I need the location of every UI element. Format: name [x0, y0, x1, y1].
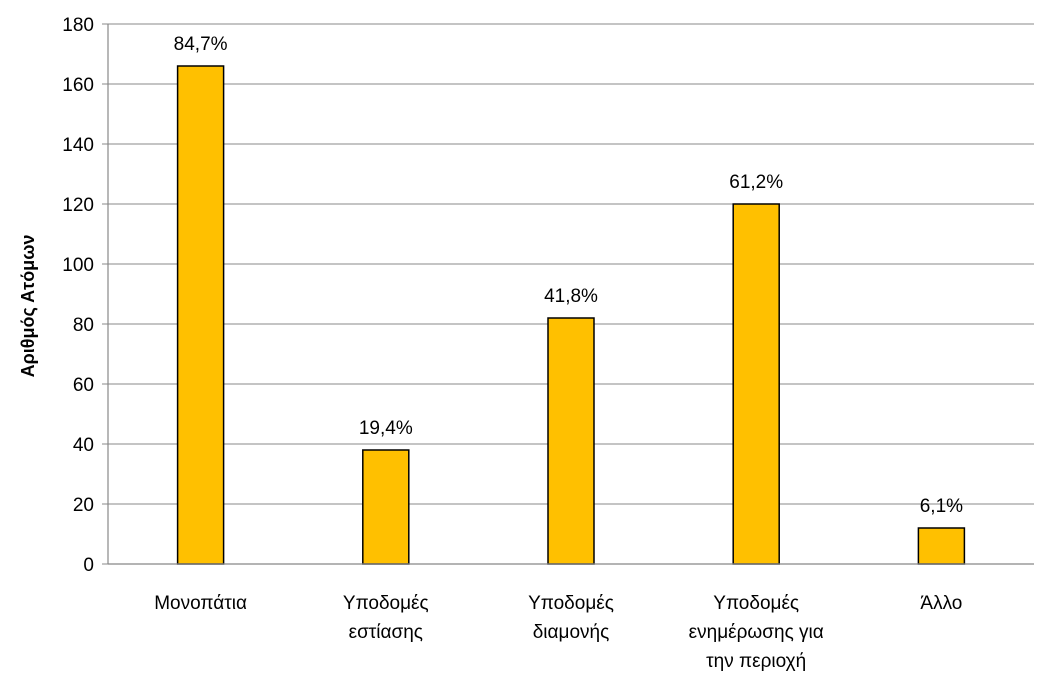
- y-tick-label: 120: [62, 195, 94, 216]
- data-labels: 84,7% 19,4% 41,8% 61,2% 6,1%: [174, 34, 963, 517]
- y-axis-title: Αριθμός Ατόμων: [18, 235, 38, 378]
- y-tick-label: 140: [62, 135, 94, 156]
- x-tick-label: Υποδομές: [713, 593, 799, 614]
- bar: [732, 203, 780, 565]
- bar: [176, 65, 225, 565]
- bar: [362, 449, 410, 565]
- y-tick-label: 180: [62, 15, 94, 36]
- bar: [917, 527, 966, 565]
- gridlines: [108, 23, 1034, 505]
- y-tick-label: 160: [62, 75, 94, 96]
- y-tick-label: 60: [73, 375, 94, 396]
- x-axis-labels: Μονοπάτια Υποδομές εστίασης Υποδομές διαμονή…: [154, 593, 962, 672]
- x-tick-label: διαμονής: [533, 622, 610, 643]
- y-tick-label: 20: [73, 495, 94, 516]
- y-axis-ticks: 0 20 40 60 80 100 120 140 160 180: [62, 15, 108, 576]
- bar: [547, 317, 595, 565]
- data-label: 84,7%: [174, 34, 228, 55]
- x-tick-label: εστίασης: [349, 622, 423, 643]
- data-label: 41,8%: [544, 286, 598, 307]
- x-tick-label: Άλλο: [920, 593, 962, 614]
- x-tick-label: Υποδομές: [528, 593, 614, 614]
- data-label: 61,2%: [729, 172, 783, 193]
- y-tick-label: 0: [83, 555, 94, 576]
- bars: [176, 65, 966, 565]
- data-label: 6,1%: [920, 496, 963, 517]
- y-tick-label: 80: [73, 315, 94, 336]
- x-tick-label: Υποδομές: [343, 593, 429, 614]
- x-tick-label: την περιοχή: [706, 651, 806, 672]
- y-tick-label: 100: [62, 255, 94, 276]
- y-tick-label: 40: [73, 435, 94, 456]
- x-tick-label: Μονοπάτια: [154, 593, 247, 614]
- data-label: 19,4%: [359, 418, 413, 439]
- x-tick-label: ενημέρωσης για: [689, 622, 824, 643]
